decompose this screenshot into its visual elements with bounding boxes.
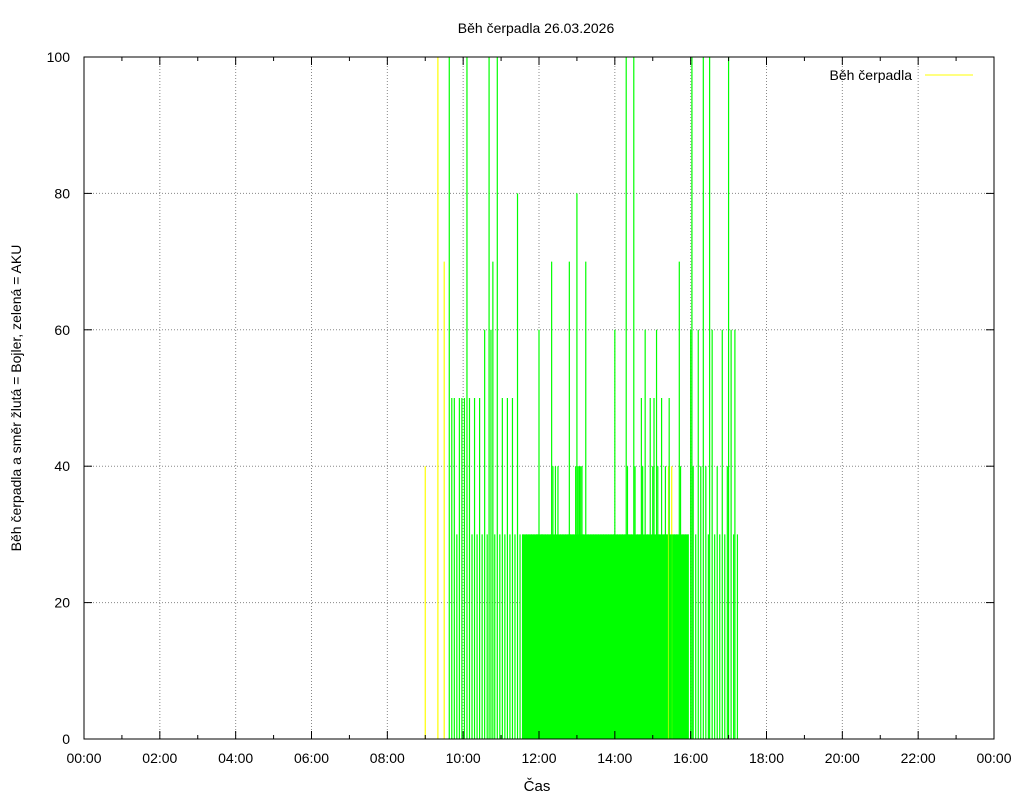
x-tick-label: 08:00 xyxy=(370,750,405,766)
y-tick-labels: 0 20 40 60 80 100 xyxy=(47,49,71,747)
x-tick-label: 12:00 xyxy=(521,750,556,766)
y-tick-label: 40 xyxy=(54,458,70,474)
series-aku-fill xyxy=(521,534,689,739)
y-tick-label: 60 xyxy=(54,322,70,338)
legend-label: Běh čerpadla xyxy=(829,67,912,83)
x-tick-label: 04:00 xyxy=(218,750,253,766)
ticks xyxy=(83,56,995,740)
x-tick-label: 22:00 xyxy=(901,750,936,766)
y-tick-label: 0 xyxy=(62,731,70,747)
y-tick-label: 100 xyxy=(47,49,71,65)
x-tick-label: 18:00 xyxy=(749,750,784,766)
x-tick-label: 20:00 xyxy=(825,750,860,766)
legend: Běh čerpadla xyxy=(829,67,973,83)
x-axis-label: Čas xyxy=(524,778,551,795)
y-axis-label: Běh čerpadla a směr žlutá = Bojler, zele… xyxy=(8,245,24,552)
x-tick-labels: 00:00 02:00 04:00 06:00 08:00 10:00 12:00 14:00… xyxy=(66,750,1011,766)
x-tick-label: 10:00 xyxy=(446,750,481,766)
x-tick-label: 00:00 xyxy=(66,750,101,766)
y-tick-label: 20 xyxy=(54,595,70,611)
x-tick-label: 16:00 xyxy=(673,750,708,766)
x-tick-label: 00:00 xyxy=(976,750,1011,766)
chart-title: Běh čerpadla 26.03.2026 xyxy=(458,20,615,36)
y-tick-label: 80 xyxy=(54,185,70,201)
series-layer xyxy=(424,57,739,739)
x-tick-label: 14:00 xyxy=(597,750,632,766)
x-tick-label: 02:00 xyxy=(142,750,177,766)
x-tick-label: 06:00 xyxy=(294,750,329,766)
